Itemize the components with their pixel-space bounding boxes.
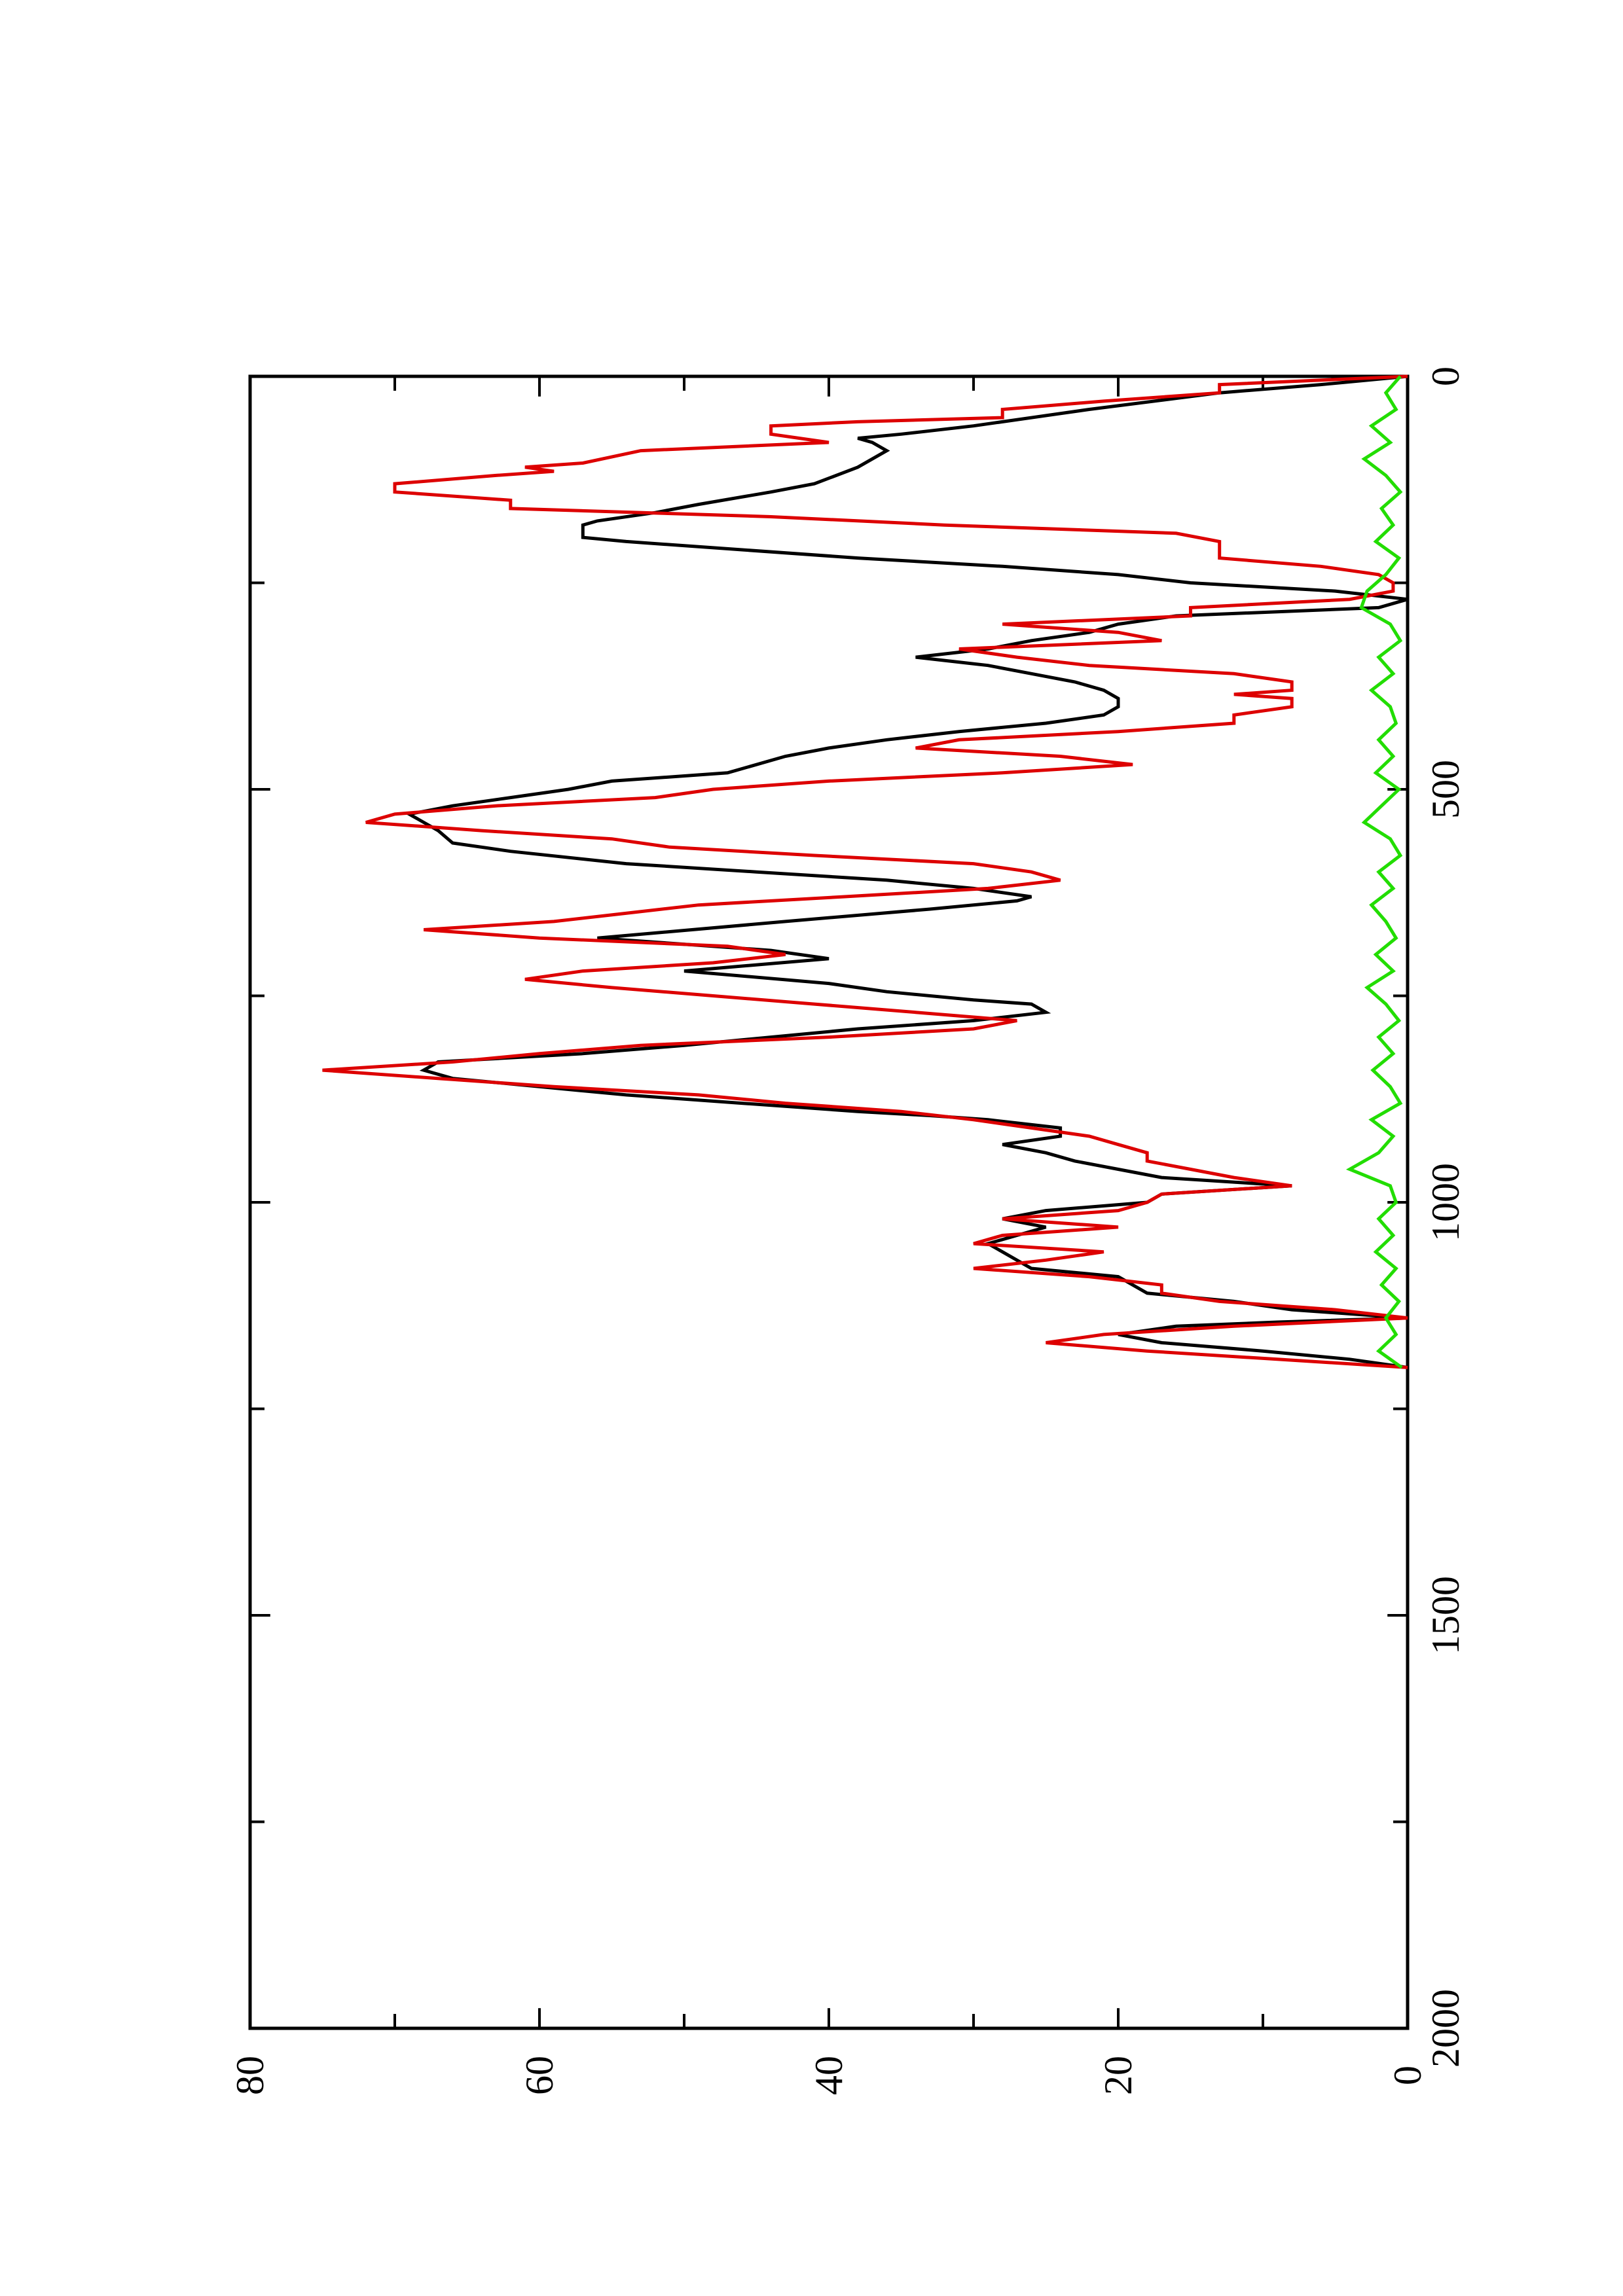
x-tick-label: 500 [1424,760,1467,819]
y-tick-label: 60 [518,2056,561,2095]
x-tick-label: 1000 [1424,1163,1467,1242]
y-tick-label: 80 [228,2056,272,2095]
axis-ticks [249,375,1409,2030]
series-line-2 [322,374,1408,1369]
y-tick-label: 40 [807,2056,850,2095]
plot-frame [248,374,1410,2030]
x-tick-label: 0 [1424,367,1467,386]
x-tick-label: 2000 [1424,1989,1467,2068]
x-tick-label: 1500 [1424,1576,1467,1655]
y-tick-label: 0 [1386,2066,1429,2085]
series-line-3 [1345,375,1403,1369]
series-line-1 [404,374,1408,1369]
series-layer [322,374,1408,1369]
y-tick-label: 20 [1097,2056,1140,2095]
